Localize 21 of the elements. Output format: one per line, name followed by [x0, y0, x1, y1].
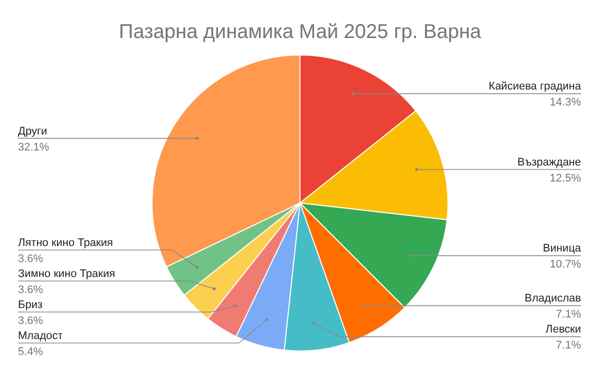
data-label: 3.6%: [18, 284, 44, 296]
slice-label: Владислав: [524, 292, 582, 305]
data-label: 12.5%: [550, 172, 582, 185]
data-label: 7.1%: [556, 308, 582, 321]
data-label: 32.1%: [18, 141, 50, 154]
data-label: 3.6%: [18, 315, 44, 327]
data-label: 5.4%: [18, 346, 44, 358]
slice-label: Виница: [542, 242, 582, 255]
slice-label: Бриз: [18, 299, 43, 311]
slice-label: Други: [18, 125, 48, 138]
chart-title: Пазарна динамика Май 2025 гр. Варна: [118, 21, 482, 43]
slice-label: Кайсиева градина: [488, 80, 582, 93]
data-label: 7.1%: [556, 340, 582, 352]
data-label: 14.3%: [550, 96, 582, 109]
slice-label: Левски: [545, 324, 581, 336]
data-label: 10.7%: [550, 258, 582, 271]
slice-label: Младост: [18, 330, 63, 342]
slice-label: Зимно кино Тракия: [18, 268, 116, 280]
slice-label: Лятно кино Тракия: [18, 237, 113, 249]
slice-label: Възраждане: [517, 156, 581, 169]
data-label: 3.6%: [18, 253, 44, 265]
